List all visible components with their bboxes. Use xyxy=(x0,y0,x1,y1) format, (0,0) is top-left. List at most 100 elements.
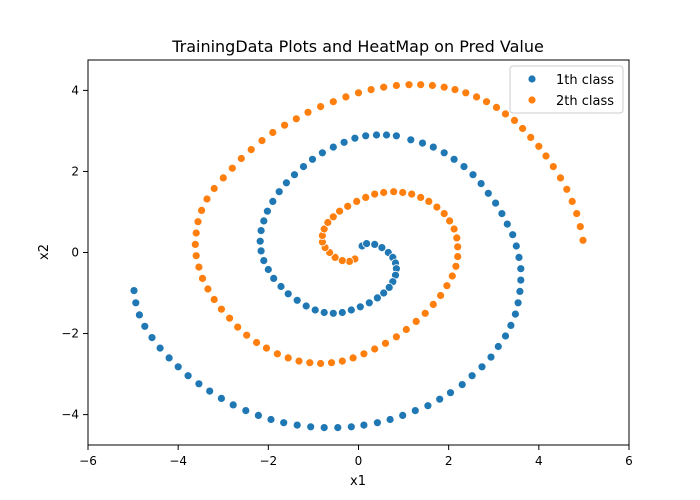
point-2th-class-75 xyxy=(316,102,326,111)
point-1th-class-98 xyxy=(147,333,157,343)
y-tick-label: 4 xyxy=(71,83,79,97)
point-1th-class-27 xyxy=(256,246,266,256)
point-2th-class-26 xyxy=(452,233,462,243)
point-2th-class-47 xyxy=(283,353,293,363)
point-1th-class-46 xyxy=(406,135,416,145)
point-2th-class-10 xyxy=(328,212,338,222)
point-2th-class-30 xyxy=(447,271,457,281)
point-2th-class-16 xyxy=(379,188,389,197)
point-2th-class-3 xyxy=(330,252,340,262)
x-tick-label: −6 xyxy=(79,454,97,468)
point-1th-class-33 xyxy=(274,187,284,197)
point-2th-class-23 xyxy=(439,209,449,219)
point-1th-class-37 xyxy=(308,154,317,164)
point-2th-class-87 xyxy=(461,88,471,98)
point-2th-class-70 xyxy=(257,136,267,146)
point-2th-class-92 xyxy=(510,116,519,125)
point-2th-class-21 xyxy=(424,196,434,206)
point-2th-class-20 xyxy=(416,192,426,202)
point-1th-class-96 xyxy=(164,353,174,363)
point-2th-class-54 xyxy=(216,304,226,314)
y-tick-label: −4 xyxy=(61,408,79,422)
point-1th-class-21 xyxy=(292,295,302,305)
point-2th-class-68 xyxy=(236,154,246,163)
point-2th-class-61 xyxy=(191,228,201,238)
point-2th-class-53 xyxy=(225,313,235,323)
point-1th-class-75 xyxy=(423,401,433,411)
point-1th-class-77 xyxy=(398,410,408,420)
point-2th-class-56 xyxy=(203,284,213,294)
point-2th-class-71 xyxy=(268,128,278,137)
point-2th-class-77 xyxy=(341,92,351,102)
point-1th-class-91 xyxy=(216,393,226,403)
point-1th-class-88 xyxy=(253,410,263,420)
point-2th-class-73 xyxy=(291,114,301,124)
point-2th-class-48 xyxy=(272,349,282,359)
point-1th-class-49 xyxy=(439,148,449,158)
point-2th-class-98 xyxy=(556,173,565,183)
point-2th-class-18 xyxy=(398,188,408,197)
point-1th-class-86 xyxy=(279,418,289,428)
point-2th-class-93 xyxy=(518,124,527,133)
point-2th-class-46 xyxy=(294,356,304,366)
point-1th-class-99 xyxy=(140,321,150,331)
point-1th-class-16 xyxy=(337,308,347,317)
point-2th-class-9 xyxy=(323,218,333,227)
point-1th-class-92 xyxy=(205,386,215,396)
point-2th-class-84 xyxy=(427,81,437,90)
point-1th-class-60 xyxy=(514,252,524,262)
point-2th-class-2 xyxy=(337,256,347,266)
point-1th-class-44 xyxy=(382,130,391,140)
point-1th-class-95 xyxy=(173,362,183,372)
point-2th-class-15 xyxy=(370,189,380,199)
point-2th-class-29 xyxy=(451,261,461,271)
point-2th-class-66 xyxy=(218,173,228,183)
point-1th-class-28 xyxy=(255,236,265,246)
point-2th-class-31 xyxy=(442,281,452,291)
point-1th-class-78 xyxy=(385,415,395,424)
point-1th-class-34 xyxy=(281,178,291,188)
point-2th-class-82 xyxy=(404,80,414,90)
point-2th-class-17 xyxy=(389,187,399,197)
point-2th-class-55 xyxy=(209,295,219,304)
x-tick-label: 0 xyxy=(355,454,363,468)
point-1th-class-17 xyxy=(328,308,338,318)
point-2th-class-94 xyxy=(526,132,536,142)
point-1th-class-63 xyxy=(515,286,525,296)
point-2th-class-19 xyxy=(407,189,417,199)
point-1th-class-19 xyxy=(310,305,320,315)
point-1th-class-24 xyxy=(269,273,279,283)
point-1th-class-58 xyxy=(508,230,518,240)
point-1th-class-81 xyxy=(346,422,356,432)
point-2th-class-81 xyxy=(391,81,401,90)
point-1th-class-76 xyxy=(410,406,420,416)
point-2th-class-49 xyxy=(262,343,271,353)
point-1th-class-42 xyxy=(361,131,371,141)
point-2th-class-28 xyxy=(453,252,463,262)
point-2th-class-27 xyxy=(453,242,463,252)
point-2th-class-36 xyxy=(401,325,411,334)
point-2th-class-39 xyxy=(370,344,380,354)
point-2th-class-64 xyxy=(202,194,212,204)
point-2th-class-63 xyxy=(197,205,207,215)
point-1th-class-84 xyxy=(306,422,316,432)
point-1th-class-29 xyxy=(256,226,266,236)
point-1th-class-87 xyxy=(266,415,276,424)
point-2th-class-57 xyxy=(198,273,207,283)
point-1th-class-59 xyxy=(511,241,521,251)
point-2th-class-42 xyxy=(337,356,347,366)
point-1th-class-97 xyxy=(155,343,165,353)
point-1th-class-26 xyxy=(259,256,269,266)
y-tick-label: −2 xyxy=(61,327,79,341)
y-tick-label: 2 xyxy=(71,164,79,178)
x-axis-ticks: −6 −4 −2 0 2 4 6 xyxy=(79,445,633,468)
x-axis-label: x1 xyxy=(350,474,366,489)
point-1th-class-85 xyxy=(292,420,302,430)
point-2th-class-91 xyxy=(501,109,510,119)
point-2th-class-1 xyxy=(345,256,354,266)
point-2th-class-44 xyxy=(316,359,326,368)
point-2th-class-90 xyxy=(492,103,501,112)
point-2th-class-14 xyxy=(361,192,371,202)
point-1th-class-15 xyxy=(346,305,356,315)
point-1th-class-55 xyxy=(491,198,501,208)
